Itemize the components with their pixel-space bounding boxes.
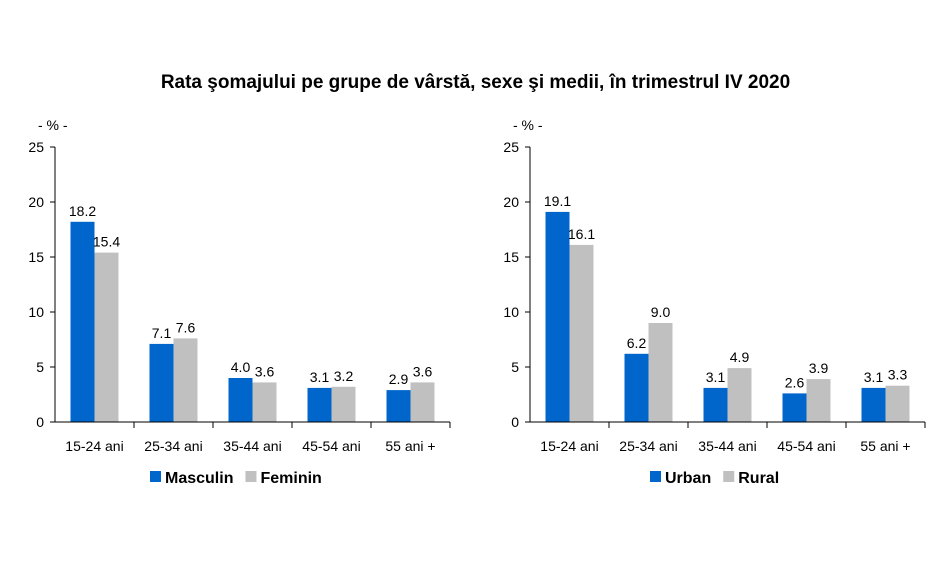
chart2-bar-series2 [806, 379, 831, 422]
chart2-y-tick-label: 20 [503, 194, 519, 210]
chart2-bar-series2 [648, 323, 673, 422]
chart1-bar-series1 [307, 387, 332, 422]
chart1-y-tick-label: 5 [36, 359, 44, 375]
chart1-data-label: 3.2 [334, 368, 354, 384]
chart2-data-label: 19.1 [544, 193, 571, 209]
chart1-bar-series2 [331, 386, 356, 422]
chart1-data-label: 3.6 [255, 363, 275, 379]
chart2-bar-series1 [782, 393, 807, 422]
chart2-legend-label: Urban [665, 470, 711, 487]
chart1-data-label: 7.1 [152, 325, 172, 341]
chart1-bar-series2 [94, 252, 119, 422]
chart2-y-tick-label: 10 [503, 304, 519, 320]
chart1-data-label: 7.6 [176, 319, 196, 335]
chart1-data-label: 15.4 [93, 234, 120, 250]
chart1-unit-label: - % - [38, 117, 68, 133]
chart1-data-label: 18.2 [69, 203, 96, 219]
chart2-legend-label: Rural [738, 470, 779, 487]
chart2-x-tick-label: 15-24 ani [540, 438, 598, 454]
chart2-y-tick-label: 25 [503, 139, 519, 155]
chart1-data-label: 3.1 [310, 369, 330, 385]
chart2-y-tick-label: 0 [511, 414, 519, 430]
chart2-data-label: 3.9 [809, 360, 829, 376]
chart2-data-label: 16.1 [568, 226, 595, 242]
chart1-y-tick-label: 25 [28, 139, 44, 155]
chart2-data-label: 3.3 [888, 367, 908, 383]
chart1-legend-label: Masculin [165, 470, 233, 487]
chart2-legend-swatch-series2 [723, 471, 735, 482]
chart-title: Rata şomajului pe grupe de vârstă, sexe … [160, 72, 791, 93]
chart1-x-tick-label: 25-34 ani [144, 438, 202, 454]
chart2-data-label: 3.1 [864, 369, 884, 385]
chart2-x-tick-label: 45-54 ani [777, 438, 835, 454]
chart2-bar-series1 [861, 387, 886, 422]
chart1-x-tick-label: 55 ani + [385, 438, 435, 454]
chart2-bar-series1 [624, 353, 649, 422]
chart1-bar-series2 [173, 338, 198, 422]
chart1-y-tick-label: 20 [28, 194, 44, 210]
chart1-y-tick-label: 15 [28, 249, 44, 265]
chart2-x-tick-label: 55 ani + [860, 438, 910, 454]
chart1-legend-swatch-series1 [150, 471, 161, 482]
chart2-x-tick-label: 25-34 ani [619, 438, 677, 454]
chart1-x-tick-label: 45-54 ani [302, 438, 360, 454]
chart2-x-tick-label: 35-44 ani [698, 438, 756, 454]
chart2-bar-series2 [727, 368, 752, 422]
chart2-y-tick-label: 5 [511, 359, 519, 375]
chart2-bar-series2 [885, 385, 910, 422]
chart2-data-label: 9.0 [651, 304, 671, 320]
chart2-data-label: 2.6 [785, 374, 805, 390]
chart1-bar-series1 [70, 221, 95, 422]
chart1-x-tick-label: 35-44 ani [223, 438, 281, 454]
chart1-bar-series2 [252, 382, 277, 422]
chart1-y-tick-label: 0 [36, 414, 44, 430]
chart1-legend-label: Feminin [260, 470, 321, 487]
chart2-bar-series2 [569, 244, 594, 422]
chart1-y-tick-label: 10 [28, 304, 44, 320]
chart1-x-tick-label: 15-24 ani [65, 438, 123, 454]
chart1-bar-series2 [410, 382, 435, 422]
chart2-unit-label: - % - [513, 117, 543, 133]
chart1-data-label: 2.9 [389, 371, 409, 387]
chart2-bar-series1 [545, 211, 570, 422]
chart2-data-label: 3.1 [706, 369, 726, 385]
chart2-data-label: 6.2 [627, 335, 647, 351]
chart1-bar-series1 [149, 343, 174, 422]
chart1-data-label: 3.6 [413, 363, 433, 379]
chart1-bar-series1 [228, 378, 253, 422]
chart2-legend-swatch-series1 [650, 471, 661, 482]
chart2-data-label: 4.9 [730, 349, 750, 365]
chart2-bar-series1 [703, 387, 728, 422]
chart1-bar-series1 [386, 390, 411, 422]
chart1-data-label: 4.0 [231, 359, 251, 375]
chart1-legend-swatch-series2 [245, 471, 257, 482]
chart2-y-tick-label: 15 [503, 249, 519, 265]
